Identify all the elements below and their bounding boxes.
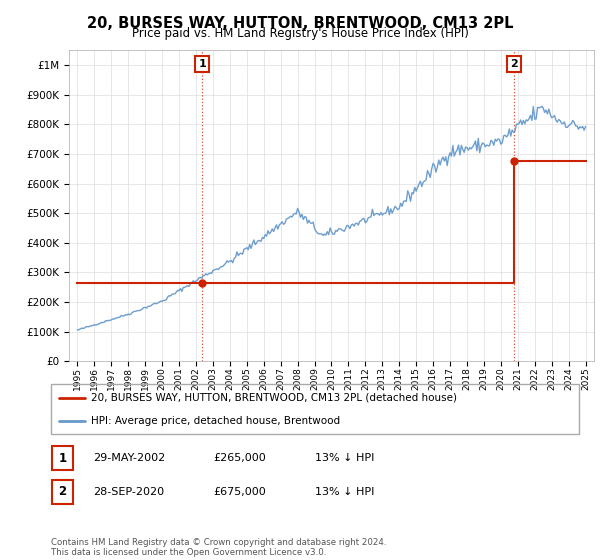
Text: 13% ↓ HPI: 13% ↓ HPI (315, 487, 374, 497)
Text: 20, BURSES WAY, HUTTON, BRENTWOOD, CM13 2PL: 20, BURSES WAY, HUTTON, BRENTWOOD, CM13 … (87, 16, 513, 31)
Text: 2: 2 (509, 59, 517, 69)
Text: Price paid vs. HM Land Registry's House Price Index (HPI): Price paid vs. HM Land Registry's House … (131, 27, 469, 40)
Text: 28-SEP-2020: 28-SEP-2020 (93, 487, 164, 497)
Text: £265,000: £265,000 (213, 453, 266, 463)
Text: 1: 1 (58, 451, 67, 465)
Text: Contains HM Land Registry data © Crown copyright and database right 2024.
This d: Contains HM Land Registry data © Crown c… (51, 538, 386, 557)
Text: 2: 2 (58, 485, 67, 498)
Text: 20, BURSES WAY, HUTTON, BRENTWOOD, CM13 2PL (detached house): 20, BURSES WAY, HUTTON, BRENTWOOD, CM13 … (91, 393, 457, 403)
Text: 29-MAY-2002: 29-MAY-2002 (93, 453, 165, 463)
Text: 1: 1 (199, 59, 206, 69)
Text: HPI: Average price, detached house, Brentwood: HPI: Average price, detached house, Bren… (91, 417, 340, 426)
Text: 13% ↓ HPI: 13% ↓ HPI (315, 453, 374, 463)
Text: £675,000: £675,000 (213, 487, 266, 497)
